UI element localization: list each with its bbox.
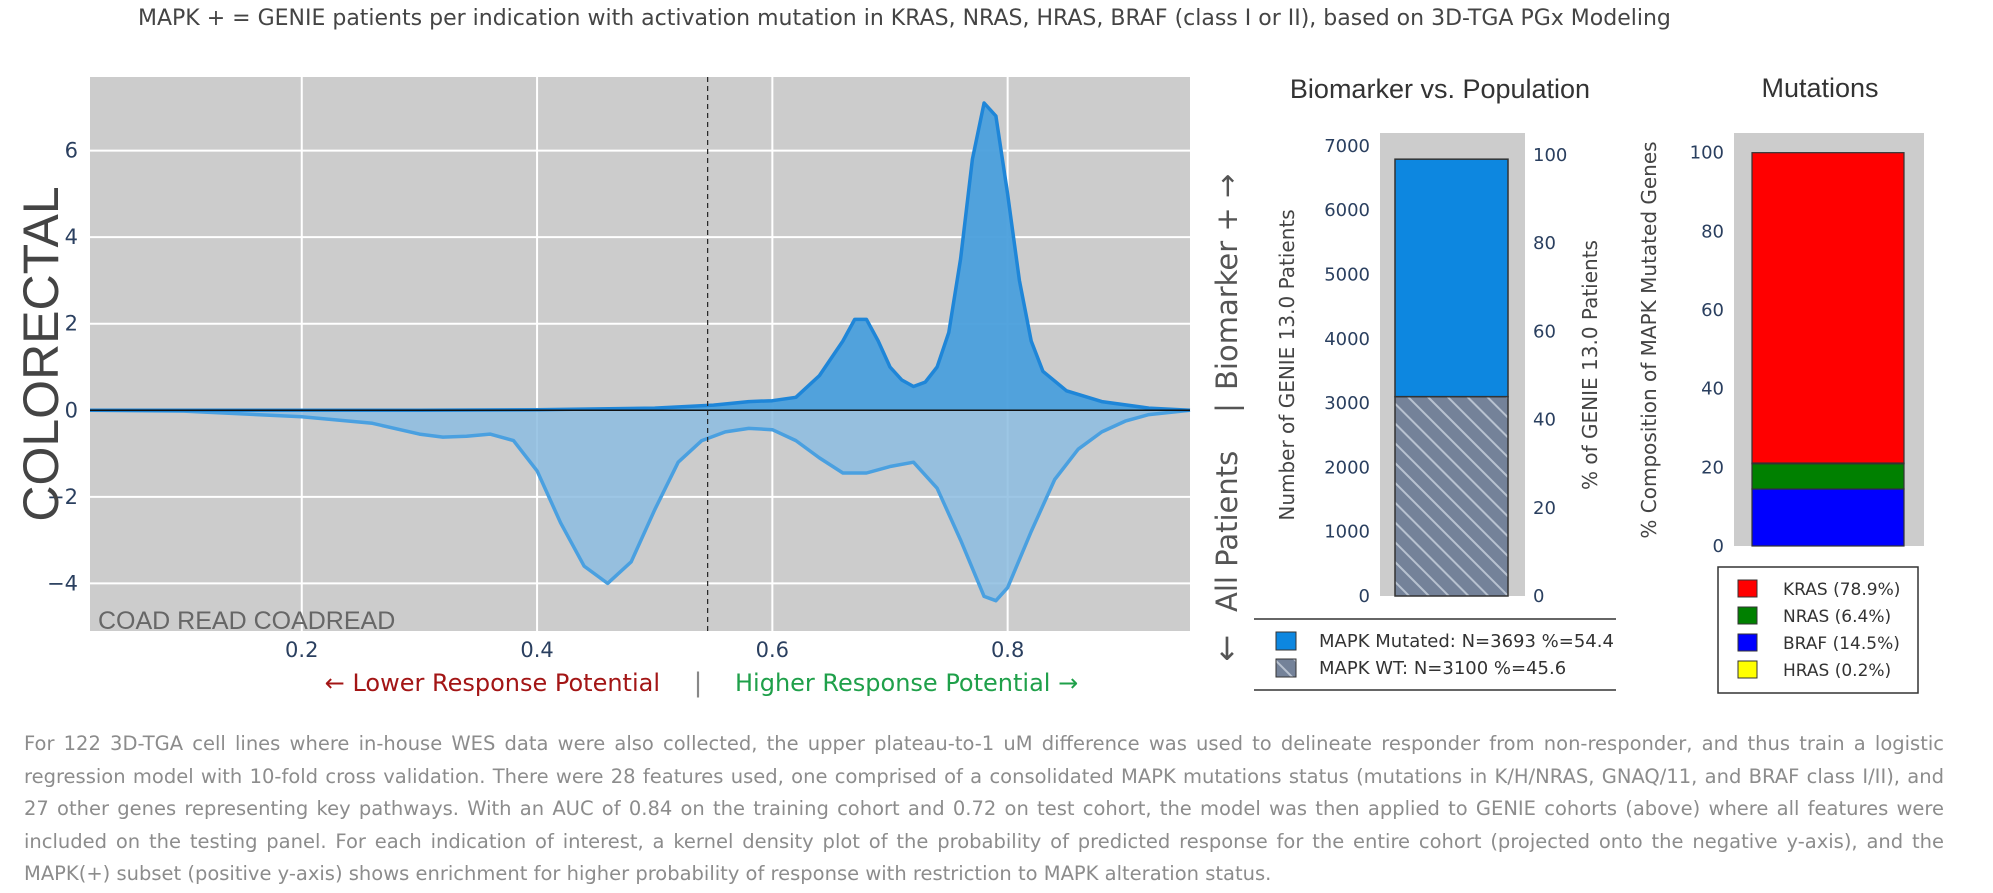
biomarker-legend: MAPK Mutated: N=3693 %=54.4 MAPK WT: N=3… <box>1254 618 1616 691</box>
legend-swatch-nras <box>1737 606 1758 625</box>
response-potential-labels: ← Lower Response Potential | Higher Resp… <box>325 668 1079 698</box>
side-label: Biomarker + → | All Patients ↓ <box>1210 174 1244 668</box>
legend-swatch-mapk-mutated <box>1275 631 1297 651</box>
page-title: MAPK + = GENIE patients per indication w… <box>138 6 1671 31</box>
biomarker-y-tick-label: 2000 <box>1324 457 1370 478</box>
biomarker-y-ticks: 0 1000 2000 3000 4000 5000 6000 7000 <box>1324 136 1370 607</box>
mutations-y-tick-label: 60 <box>1701 300 1724 321</box>
legend-label-braf: BRAF (14.5%) <box>1783 634 1900 654</box>
legend-label-hras: HRAS (0.2%) <box>1783 661 1891 681</box>
kde-x-tick-label: 0.8 <box>991 638 1024 662</box>
kde-y-ticks: −4 −2 0 2 4 6 <box>47 139 78 596</box>
biomarker-y-tick-label-right: 20 <box>1533 498 1556 519</box>
mutations-y-tick-label: 100 <box>1690 143 1724 164</box>
legend-label-mapk-mutated: MAPK Mutated: N=3693 %=54.4 <box>1319 631 1614 652</box>
side-label-biomarker: Biomarker + → <box>1210 174 1244 390</box>
legend-label-mapk-wt: MAPK WT: N=3100 %=45.6 <box>1319 658 1566 679</box>
biomarker-y-axis-label-right: % of GENIE 13.0 Patients <box>1578 240 1602 490</box>
kde-y-tick-label: 2 <box>65 312 78 336</box>
mutation-bar-braf <box>1751 488 1905 547</box>
kde-y-tick-label: −4 <box>47 571 78 595</box>
kde-annotation: COAD READ COADREAD <box>98 607 395 635</box>
kde-area-mapk-positive <box>90 103 1190 411</box>
mutations-bars <box>1751 152 1905 547</box>
biomarker-y-tick-label-right: 0 <box>1533 586 1544 607</box>
kde-area-entire-cohort <box>90 410 1190 601</box>
biomarker-y-tick-label: 7000 <box>1324 136 1370 157</box>
biomarker-y-tick-label: 4000 <box>1324 329 1370 350</box>
lower-response-label: ← Lower Response Potential <box>325 669 660 697</box>
legend-label-nras: NRAS (6.4%) <box>1783 607 1891 627</box>
bar-mapk-wt <box>1394 395 1509 597</box>
kde-areas <box>89 101 1191 603</box>
mutation-bar-nras <box>1751 463 1905 490</box>
side-label-all-patients: All Patients <box>1210 451 1244 612</box>
mutations-y-axis-label: % Composition of MAPK Mutated Genes <box>1637 141 1661 538</box>
kde-y-tick-label: 0 <box>65 398 78 422</box>
description-footer: For 122 3D-TGA cell lines where in-house… <box>24 732 1944 885</box>
biomarker-y-tick-label: 3000 <box>1324 393 1370 414</box>
biomarker-y-ticks-right: 0 20 40 60 80 100 <box>1533 145 1567 607</box>
mutations-chart: Mutations 0 20 40 60 80 100 % Composition of … <box>1637 73 1924 694</box>
biomarker-y-tick-label-right: 40 <box>1533 410 1556 431</box>
legend-label-kras: KRAS (78.9%) <box>1783 580 1900 600</box>
biomarker-y-tick-label-right: 80 <box>1533 233 1556 254</box>
mutations-chart-title: Mutations <box>1761 73 1878 103</box>
side-label-divider: | <box>1210 403 1244 413</box>
mutations-y-tick-label: 0 <box>1713 536 1724 557</box>
biomarker-y-tick-label-right: 60 <box>1533 321 1556 342</box>
kde-x-tick-label: 0.4 <box>520 638 553 662</box>
higher-response-label: Higher Response Potential → <box>735 669 1078 697</box>
kde-line-entire-cohort <box>89 408 1191 603</box>
kde-y-axis-label: COLORECTAL <box>13 186 69 521</box>
biomarker-y-tick-label: 5000 <box>1324 264 1370 285</box>
mutations-y-tick-label: 40 <box>1701 379 1724 400</box>
biomarker-chart: Biomarker vs. Population 010002000300040… <box>1254 74 1616 691</box>
biomarker-y-tick-label-right: 100 <box>1533 145 1567 166</box>
kde-x-tick-label: 0.2 <box>285 638 318 662</box>
legend-swatch-hras <box>1737 660 1758 679</box>
kde-chart: 0.2 0.4 0.6 0.8 −4 −2 0 2 4 6 COAD READ COADREAD… <box>13 77 1191 662</box>
chart-canvas: 0.2 0.4 0.6 0.8 −4 −2 0 2 4 6 COAD READ COADREAD… <box>13 73 1924 698</box>
response-separator: | <box>694 668 703 698</box>
kde-y-tick-label: 4 <box>65 225 78 249</box>
mutations-legend: KRAS (78.9%) NRAS (6.4%) BRAF (14.5%) HRAS … <box>1717 566 1919 694</box>
mutations-y-tick-label: 80 <box>1701 221 1724 242</box>
biomarker-y-tick-label: 6000 <box>1324 200 1370 221</box>
biomarker-chart-title: Biomarker vs. Population <box>1290 74 1590 104</box>
legend-swatch-braf <box>1737 633 1758 652</box>
legend-swatch-mapk-wt <box>1275 658 1297 678</box>
legend-swatch-kras <box>1737 579 1758 598</box>
kde-x-ticks: 0.2 0.4 0.6 0.8 <box>285 638 1024 662</box>
mutations-y-tick-label: 20 <box>1701 457 1724 478</box>
kde-line-mapk-positive <box>90 101 1191 413</box>
mutations-y-ticks: 0 20 40 60 80 100 <box>1690 143 1724 557</box>
biomarker-y-tick-label: 1000 <box>1324 522 1370 543</box>
down-arrow-icon: ↓ <box>1214 630 1241 668</box>
kde-y-tick-label: 6 <box>65 139 78 163</box>
kde-y-tick-label: −2 <box>47 485 78 509</box>
bar-mapk-mutated <box>1394 158 1509 398</box>
mutation-bar-kras <box>1751 152 1905 464</box>
biomarker-y-axis-label: Number of GENIE 13.0 Patients <box>1275 209 1299 520</box>
biomarker-y-tick-label: 0 <box>1359 586 1370 607</box>
kde-x-tick-label: 0.6 <box>756 638 789 662</box>
